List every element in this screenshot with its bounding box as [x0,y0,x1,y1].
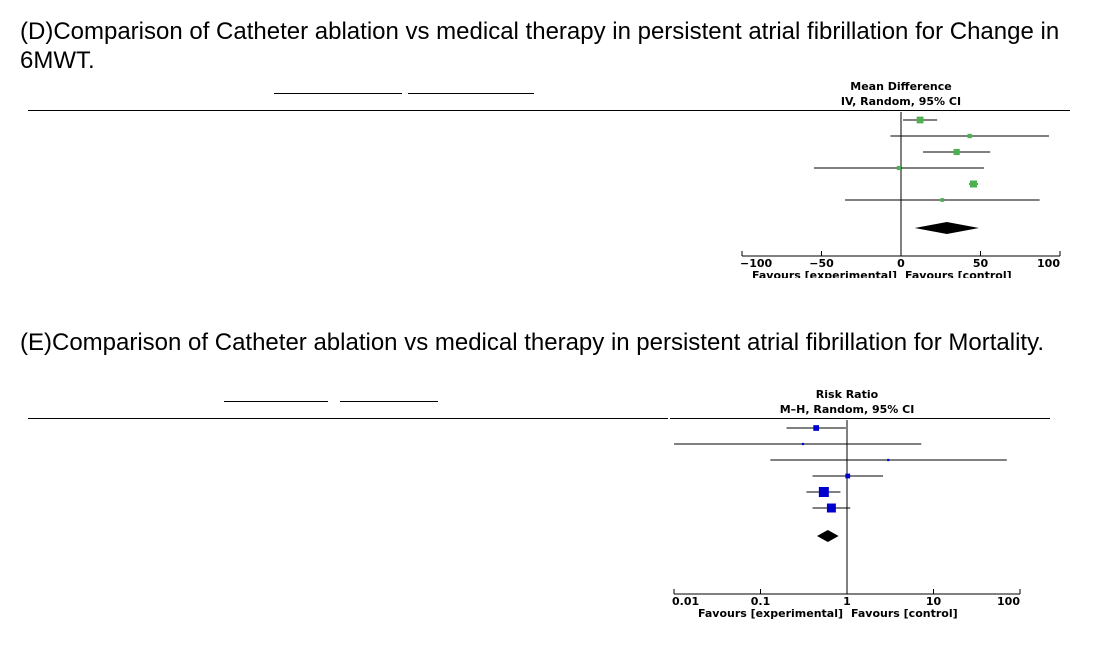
panel-e-effect-marker [801,442,805,446]
panel-e-study-row [28,452,668,468]
panel-d-group-underline-1 [408,93,534,94]
panel-d-footer-line [28,251,740,267]
panel-e-study-row [28,436,668,452]
panel-d-column-header-row [28,93,740,109]
panel-e-footer-line [28,558,668,574]
panel-d-group-header-row [28,78,740,94]
panel-e-footer-line [28,573,668,589]
panel-e-effect-marker [887,458,890,462]
panel-e-group-header-row [28,386,668,402]
panel-d-header-rule [28,110,740,111]
panel-d-forest-table [28,78,740,278]
panel-e-plot-header: Risk Ratio [816,388,879,401]
panel-d-study-row [28,144,740,160]
panel-e-x-tick-label: 0.01 [672,595,699,608]
panel-e-pooled-diamond [817,530,839,542]
panel-e-favours-right-label: Favours [control] [851,607,958,620]
panel-e-plot-subheader: M–H, Random, 95% CI [780,403,915,416]
panel-d-pooled-diamond [914,222,979,234]
panel-e-effect-marker [826,503,836,513]
panel-e-group-underline-0 [224,401,328,402]
panel-d-x-tick-label: 0 [897,257,905,270]
panel-d-study-row [28,128,740,144]
panel-d-x-tick-label: 50 [973,257,989,270]
panel-d-x-tick-label: −100 [740,257,773,270]
panel-e-study-row [28,468,668,484]
panel-d-group-underline-0 [274,93,402,94]
panel-d-x-tick-label: −50 [809,257,834,270]
panel-e-favours-left-label: Favours [experimental] [698,607,843,620]
panel-d-favours-right-label: Favours [control] [905,269,1012,278]
panel-e-study-row [28,420,668,436]
panel-d-study-row [28,160,740,176]
panel-d-effect-marker [953,148,960,156]
panel-e-header-rule [28,418,668,419]
panel-e-effect-marker [813,425,820,431]
panel-e-group-underline-1 [340,401,438,402]
panel-d-plot-header: Mean Difference [850,80,951,93]
panel-d-effect-marker [967,133,972,139]
panel-e-x-tick-label: 100 [997,595,1020,608]
panel-d-forest-plot: Mean Difference IV, Random, 95% CI −100 −50… [740,80,1070,278]
panel-d-title: (D)Comparison of Catheter ablation vs me… [20,18,1060,74]
panel-d-favours-left-label: Favours [experimental] [752,269,897,278]
panel-e-effect-marker [818,487,829,497]
panel-d-study-row [28,192,740,208]
panel-d-study-row [28,176,740,192]
panel-d-footer-line [28,236,740,252]
panel-e-column-header-row [28,401,668,417]
panel-e-forest-plot: Risk Ratio M–H, Random, 95% CI 0.01 0.1 1 10 1… [670,388,1050,620]
panel-d-effect-marker [940,198,945,202]
panel-e-study-row [28,484,668,500]
panel-e-forest-table [28,386,668,626]
panel-e-study-row [28,500,668,516]
panel-d-plot-subheader: IV, Random, 95% CI [841,95,961,108]
panel-e-x-tick-label: 1 [843,595,851,608]
panel-d-total-row [28,220,740,236]
panel-e-total-row [28,528,668,544]
panel-e-title: (E)Comparison of Catheter ablation vs me… [20,329,1044,356]
panel-d-effect-marker [916,116,924,124]
panel-e-effect-marker [845,473,851,479]
panel-e-x-tick-label: 0.1 [751,595,771,608]
panel-d-x-tick-label: 100 [1037,257,1060,270]
panel-d-effect-marker [896,165,901,171]
panel-d-study-row [28,112,740,128]
panel-e-x-tick-label: 10 [926,595,942,608]
panel-d-effect-marker [970,180,978,188]
